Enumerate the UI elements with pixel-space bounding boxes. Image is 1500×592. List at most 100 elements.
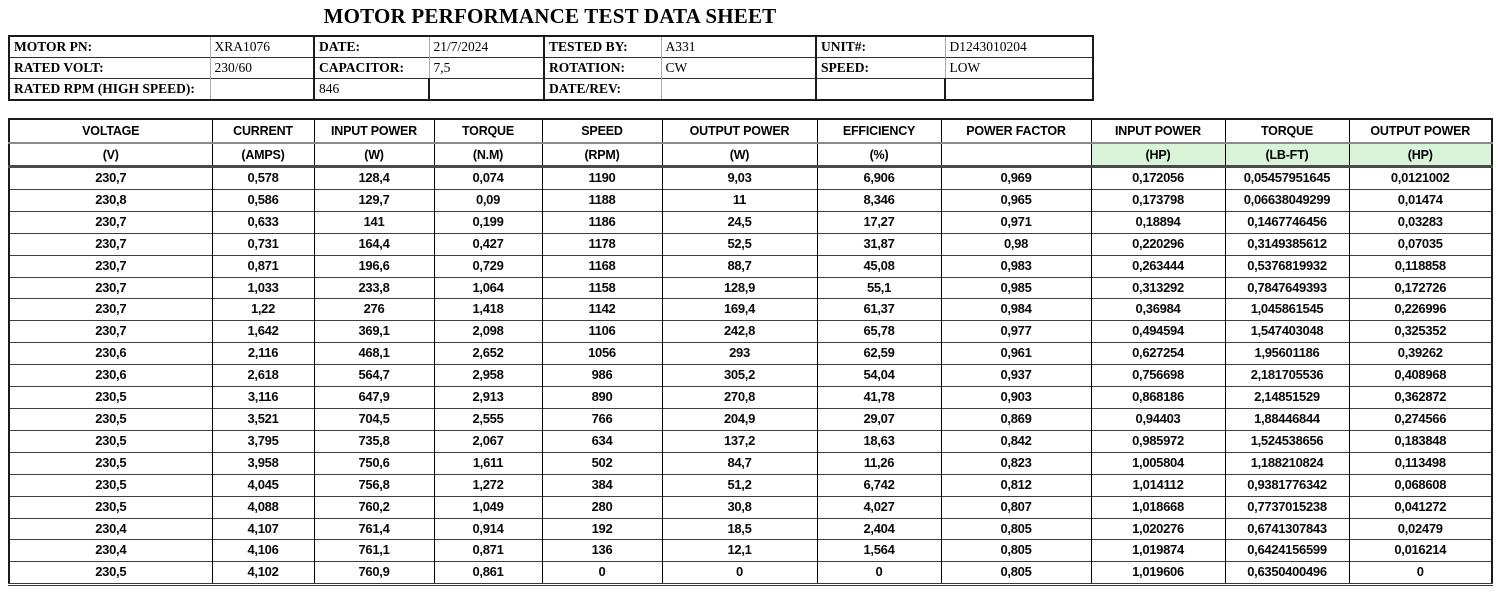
info-value-cell[interactable]: XRA1076 (210, 36, 315, 58)
data-cell[interactable]: 0,9381776342 (1224, 473, 1349, 497)
data-cell[interactable]: 230,8 (9, 188, 212, 212)
data-cell[interactable]: 65,78 (816, 320, 941, 343)
data-cell[interactable]: 0,969 (940, 166, 1091, 190)
data-cell[interactable]: 735,8 (313, 429, 434, 453)
data-cell[interactable]: 0,731 (211, 232, 314, 256)
data-cell[interactable]: 0,226996 (1348, 298, 1492, 321)
data-cell[interactable]: 0,871 (211, 254, 314, 278)
data-cell[interactable]: 0,0121002 (1348, 166, 1492, 190)
data-cell[interactable]: 11,26 (816, 451, 941, 475)
data-cell[interactable]: 164,4 (313, 232, 434, 256)
data-cell[interactable]: 2,958 (433, 364, 542, 387)
data-cell[interactable]: 0,729 (433, 254, 542, 278)
data-cell[interactable]: 0,627254 (1090, 342, 1225, 365)
data-cell[interactable]: 0,199 (433, 210, 542, 234)
data-cell[interactable]: 1,22 (211, 298, 314, 321)
data-cell[interactable]: 2,098 (433, 320, 542, 343)
info-value-cell[interactable]: A331 (661, 36, 817, 58)
data-cell[interactable]: 88,7 (661, 254, 817, 278)
data-cell[interactable]: 29,07 (816, 407, 941, 431)
info-value-cell[interactable]: 21/7/2024 (429, 36, 545, 58)
data-cell[interactable]: 0,871 (433, 539, 542, 562)
data-cell[interactable]: 1,95601186 (1224, 342, 1349, 365)
data-cell[interactable]: 2,913 (433, 386, 542, 409)
data-cell[interactable]: 0,985972 (1090, 429, 1225, 453)
data-cell[interactable]: 1178 (541, 232, 662, 256)
info-value-cell[interactable]: 230/60 (210, 57, 315, 79)
data-cell[interactable]: 369,1 (313, 320, 434, 343)
data-cell[interactable]: 0,183848 (1348, 429, 1492, 453)
data-cell[interactable]: 0,6741307843 (1224, 517, 1349, 540)
info-value-cell[interactable] (816, 78, 946, 100)
data-cell[interactable]: 0,173798 (1090, 188, 1225, 212)
data-cell[interactable]: 0,984 (940, 298, 1091, 321)
data-cell[interactable]: 1158 (541, 276, 662, 299)
data-cell[interactable]: 0,965 (940, 188, 1091, 212)
data-cell[interactable]: 230,5 (9, 473, 212, 497)
data-cell[interactable]: 4,045 (211, 473, 314, 497)
data-cell[interactable]: 634 (541, 429, 662, 453)
data-cell[interactable]: 1,88446844 (1224, 407, 1349, 431)
data-cell[interactable]: 0,07035 (1348, 232, 1492, 256)
data-cell[interactable]: 0,578 (211, 166, 314, 190)
data-cell[interactable]: 502 (541, 451, 662, 475)
data-cell[interactable]: 2,14851529 (1224, 386, 1349, 409)
data-cell[interactable]: 0,94403 (1090, 407, 1225, 431)
data-cell[interactable]: 230,7 (9, 232, 212, 256)
data-cell[interactable]: 1,045861545 (1224, 298, 1349, 321)
data-cell[interactable]: 31,87 (816, 232, 941, 256)
data-cell[interactable]: 3,116 (211, 386, 314, 409)
info-value-cell[interactable]: 7,5 (429, 57, 545, 79)
data-cell[interactable]: 17,27 (816, 210, 941, 234)
data-cell[interactable]: 1,005804 (1090, 451, 1225, 475)
data-cell[interactable]: 0,812 (940, 473, 1091, 497)
data-cell[interactable]: 890 (541, 386, 662, 409)
data-cell[interactable]: 0,118858 (1348, 254, 1492, 278)
data-cell[interactable]: 0,016214 (1348, 539, 1492, 562)
data-cell[interactable]: 1,064 (433, 276, 542, 299)
data-cell[interactable]: 0,494594 (1090, 320, 1225, 343)
data-cell[interactable]: 141 (313, 210, 434, 234)
data-cell[interactable]: 384 (541, 473, 662, 497)
data-cell[interactable]: 0,325352 (1348, 320, 1492, 343)
data-cell[interactable]: 0,586 (211, 188, 314, 212)
data-cell[interactable]: 52,5 (661, 232, 817, 256)
data-cell[interactable]: 0,068608 (1348, 473, 1492, 497)
data-cell[interactable]: 230,7 (9, 210, 212, 234)
data-cell[interactable]: 230,5 (9, 407, 212, 431)
data-cell[interactable]: 3,795 (211, 429, 314, 453)
data-cell[interactable]: 647,9 (313, 386, 434, 409)
data-cell[interactable]: 305,2 (661, 364, 817, 387)
data-cell[interactable]: 2,652 (433, 342, 542, 365)
data-cell[interactable]: 128,9 (661, 276, 817, 299)
data-cell[interactable]: 766 (541, 407, 662, 431)
data-cell[interactable]: 8,346 (816, 188, 941, 212)
data-cell[interactable]: 24,5 (661, 210, 817, 234)
data-cell[interactable]: 0,6350400496 (1224, 561, 1349, 585)
data-cell[interactable]: 0,313292 (1090, 276, 1225, 299)
data-cell[interactable]: 0,985 (940, 276, 1091, 299)
data-cell[interactable]: 18,63 (816, 429, 941, 453)
data-cell[interactable]: 0,805 (940, 561, 1091, 585)
data-cell[interactable]: 1,033 (211, 276, 314, 299)
data-cell[interactable]: 18,5 (661, 517, 817, 540)
data-cell[interactable]: 230,7 (95, 170, 127, 185)
data-cell[interactable]: 3,521 (211, 407, 314, 431)
data-cell[interactable]: 0,05457951645 (1224, 166, 1349, 190)
data-cell[interactable]: 1106 (541, 320, 662, 343)
data-cell[interactable]: 41,78 (816, 386, 941, 409)
data-cell[interactable]: 1188 (541, 188, 662, 212)
data-cell[interactable]: 128,4 (313, 166, 434, 190)
data-cell[interactable]: 1,019606 (1090, 561, 1225, 585)
data-cell[interactable]: 0,971 (940, 210, 1091, 234)
data-cell[interactable]: 0 (541, 561, 662, 585)
data-cell[interactable]: 0,263444 (1090, 254, 1225, 278)
data-cell[interactable]: 54,04 (816, 364, 941, 387)
data-cell[interactable]: 230,5 (9, 561, 212, 585)
data-cell[interactable]: 0,903 (940, 386, 1091, 409)
data-cell[interactable]: 0,914 (433, 517, 542, 540)
data-cell[interactable]: 468,1 (313, 342, 434, 365)
data-cell[interactable]: 61,37 (816, 298, 941, 321)
data-cell[interactable]: 0,06638049299 (1224, 188, 1349, 212)
data-cell[interactable]: 0,041272 (1348, 495, 1492, 518)
